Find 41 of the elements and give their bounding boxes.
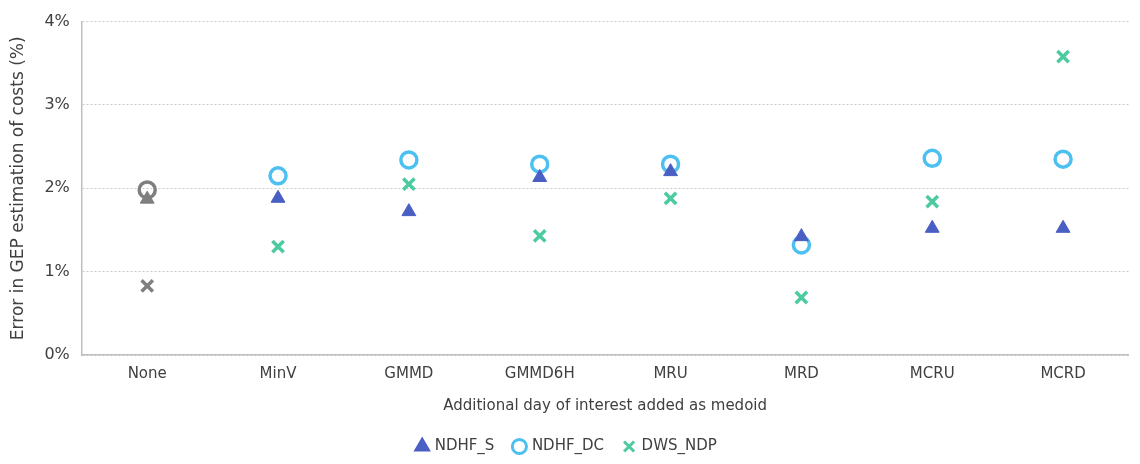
point <box>529 154 550 174</box>
point <box>793 290 809 305</box>
point <box>532 228 548 244</box>
point <box>268 166 288 186</box>
point <box>922 148 942 169</box>
point <box>1055 49 1071 65</box>
y-tick-label: 2% <box>44 177 70 197</box>
point <box>660 154 681 174</box>
point <box>793 228 809 242</box>
point <box>924 219 940 233</box>
point <box>663 190 678 206</box>
y-tick-label: 4% <box>44 10 70 30</box>
legend-label: DWS_NDP <box>641 436 717 456</box>
point <box>401 203 417 217</box>
point <box>137 180 157 200</box>
point <box>1053 149 1073 169</box>
y-tick-label: 3% <box>44 94 70 114</box>
point <box>270 189 286 203</box>
point <box>532 168 548 182</box>
point <box>270 239 286 255</box>
point <box>1055 219 1071 233</box>
y-tick-label: 0% <box>44 344 70 364</box>
y-tick-label: 1% <box>44 260 70 280</box>
point <box>401 176 417 192</box>
point <box>139 278 155 294</box>
x-tick-label: MRU <box>653 363 688 382</box>
x-axis-title: Additional day of interest added as medoid <box>443 395 768 414</box>
x-tick-label: GMMD6H <box>504 363 575 382</box>
point <box>139 190 155 204</box>
point <box>924 194 940 210</box>
point <box>791 235 812 255</box>
x-tick-label: GMMD <box>384 363 434 382</box>
legend-label: NDHF_DC <box>531 436 605 456</box>
y-axis-title: Error in GEP estimation of costs (%) <box>6 36 27 341</box>
x-tick-label: MRD <box>783 363 819 382</box>
legend-label: NDHF_S <box>434 436 495 456</box>
x-tick-label: MCRU <box>909 363 955 382</box>
point <box>399 150 419 170</box>
x-tick-label: MCRD <box>1040 363 1086 382</box>
x-tick-label: None <box>127 363 167 382</box>
x-tick-label: MinV <box>259 363 298 382</box>
